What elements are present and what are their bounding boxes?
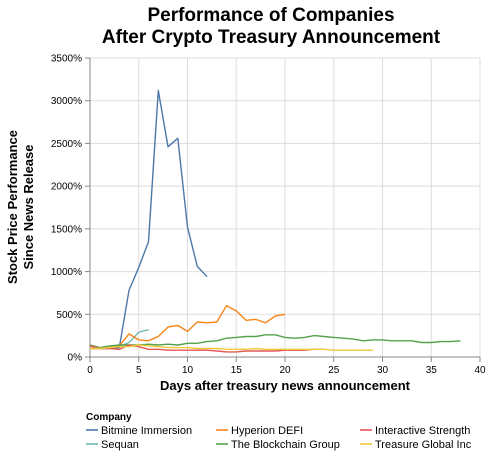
y-tick-label: 0% xyxy=(68,353,83,364)
y-tick-label: 3000% xyxy=(51,96,82,107)
y-axis-title-line-2: Since News Release xyxy=(21,144,36,269)
axes xyxy=(85,57,481,362)
legend-label-hyperion-defi: Hyperion DEFI xyxy=(231,425,303,437)
series-line-hyperion-defi xyxy=(90,305,286,350)
x-tick-label: 10 xyxy=(182,365,194,376)
legend-title: Company xyxy=(86,412,132,423)
y-axis-title-line-1: Stock Price Performance xyxy=(5,130,20,284)
series-line-bitmine-immersion xyxy=(90,89,208,350)
y-tick-label: 3500% xyxy=(51,54,82,65)
series-line-the-blockchain-group xyxy=(89,334,461,349)
legend: Bitmine Immersion Sequan Hyperion DEFI The … xyxy=(86,425,472,451)
x-tick-label: 25 xyxy=(328,365,340,376)
x-tick-label: 40 xyxy=(474,365,486,376)
series-line-interactive-strength xyxy=(89,344,324,353)
legend-label-treasure-global-inc: Treasure Global Inc xyxy=(375,439,472,451)
chart-title-line-1: Performance of Companies xyxy=(147,5,394,26)
x-tick-label: 20 xyxy=(279,365,291,376)
y-tick-label: 500% xyxy=(56,310,82,321)
legend-label-the-blockchain-group: The Blockchain Group xyxy=(231,439,340,451)
gridlines xyxy=(89,57,481,358)
x-tick-label: 15 xyxy=(231,365,243,376)
x-tick-label: 35 xyxy=(426,365,438,376)
tick-labels: 0 5 10 15 20 25 30 35 40 0% 500% 1000% 1500% 2000% 250… xyxy=(51,54,486,377)
legend-label-sequan: Sequan xyxy=(101,439,139,451)
series-line-treasure-global-inc xyxy=(90,344,373,351)
x-tick-label: 5 xyxy=(136,365,142,376)
y-tick-label: 1000% xyxy=(51,267,82,278)
legend-label-bitmine-immersion: Bitmine Immersion xyxy=(101,425,192,437)
y-tick-label: 2000% xyxy=(51,182,82,193)
series-lines xyxy=(89,89,461,353)
y-tick-label: 2500% xyxy=(51,139,82,150)
chart-title-line-2: After Crypto Treasury Announcement xyxy=(102,27,441,48)
x-tick-label: 0 xyxy=(87,365,93,376)
x-tick-label: 30 xyxy=(377,365,389,376)
y-tick-label: 1500% xyxy=(51,224,82,235)
x-axis-title: Days after treasury news announcement xyxy=(160,378,411,393)
legend-label-interactive-strength: Interactive Strength xyxy=(375,425,470,437)
